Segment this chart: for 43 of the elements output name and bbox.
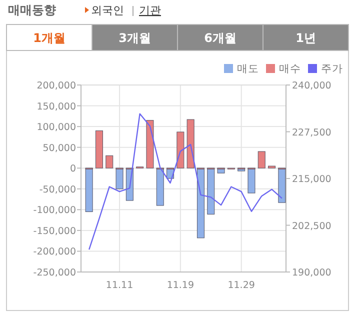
bar (146, 120, 154, 168)
y-tick-label: 200,000 (36, 80, 76, 92)
y2-tick-label: 240,000 (292, 80, 332, 92)
bar (176, 132, 184, 168)
y2-tick-label: 215,000 (292, 174, 332, 185)
text: 1개월 (33, 31, 66, 45)
bar (196, 168, 204, 238)
y-tick-label: -50,000 (39, 184, 76, 196)
text: 기관 (139, 4, 161, 17)
bar (116, 168, 124, 190)
bar (268, 166, 276, 168)
y-tick-label: -200,000 (33, 246, 76, 258)
text: 외국인 (91, 4, 124, 17)
y2-tick-label: 227,500 (292, 127, 332, 138)
bar (106, 155, 114, 168)
bar (258, 151, 266, 168)
bar (156, 168, 164, 206)
y-tick-label: 0 (70, 164, 76, 175)
y-tick-label: -100,000 (33, 205, 76, 216)
bar (278, 168, 286, 203)
chart-title: 매매동향 (8, 3, 56, 17)
x-tick-label: 11.29 (228, 280, 255, 291)
text: 6개월 (204, 31, 236, 45)
y2-tick-label: 190,000 (292, 268, 332, 278)
x-tick-label: 11.11 (106, 280, 134, 291)
y-tick-label: -250,000 (33, 268, 76, 278)
bar (207, 168, 215, 214)
y-tick-label: 50,000 (42, 142, 76, 154)
bar (186, 119, 194, 168)
text: 1년 (296, 31, 316, 45)
legend-label: 주가 (321, 63, 343, 75)
legend-label: 매수 (279, 63, 301, 75)
bar (95, 130, 103, 168)
y2-tick-label: 202,500 (292, 220, 332, 232)
text: 3개월 (118, 31, 151, 45)
x-tick-label: 11.19 (166, 280, 194, 291)
y-tick-label: 100,000 (36, 122, 76, 134)
bar (85, 168, 93, 212)
y-tick-label: 150,000 (36, 101, 76, 112)
legend-label: 매도 (237, 63, 259, 75)
y-tick-label: -150,000 (33, 226, 76, 237)
bar (248, 168, 256, 194)
line-series (88, 113, 283, 250)
